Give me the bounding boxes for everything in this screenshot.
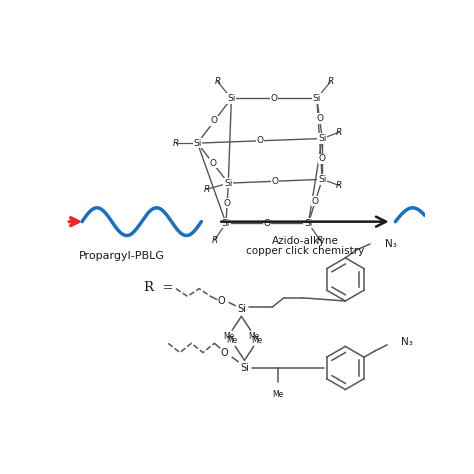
Text: Si: Si [222,219,230,228]
Text: Si: Si [237,304,246,314]
Text: O: O [220,347,228,357]
Text: R: R [173,138,179,147]
Text: Me: Me [227,336,238,345]
Text: O: O [256,137,264,146]
Text: O: O [264,219,271,228]
Text: R: R [204,185,210,194]
Text: O: O [210,159,217,168]
Text: O: O [319,155,326,164]
Text: Si: Si [193,138,201,147]
Text: O: O [272,177,279,186]
Text: copper click chemistry: copper click chemistry [246,246,365,256]
Text: Me: Me [223,332,235,341]
Text: Me: Me [251,336,263,345]
Text: Si: Si [318,134,327,143]
Text: Azido-alkyne: Azido-alkyne [272,236,339,246]
Text: Propargyl-PBLG: Propargyl-PBLG [79,251,165,261]
Text: R: R [336,181,342,190]
Text: O: O [224,199,231,208]
Text: Si: Si [318,175,327,184]
Text: Si: Si [304,219,312,228]
Text: R  =: R = [144,281,174,293]
Text: O: O [211,116,218,125]
Text: R: R [211,236,218,245]
Text: R: R [328,77,334,86]
Text: O: O [271,94,278,103]
Text: Si: Si [313,94,321,103]
Text: O: O [316,114,323,123]
Text: R: R [214,77,220,86]
Text: O: O [312,197,319,206]
Text: R: R [317,236,323,245]
Text: Me: Me [273,390,284,399]
Text: N₃: N₃ [401,337,413,347]
Text: Si: Si [227,94,236,103]
Text: O: O [218,296,225,306]
Text: N₃: N₃ [385,239,397,249]
Text: Si: Si [240,363,249,373]
Text: R: R [336,128,342,137]
Text: Si: Si [224,179,232,188]
Text: Me: Me [248,332,259,341]
